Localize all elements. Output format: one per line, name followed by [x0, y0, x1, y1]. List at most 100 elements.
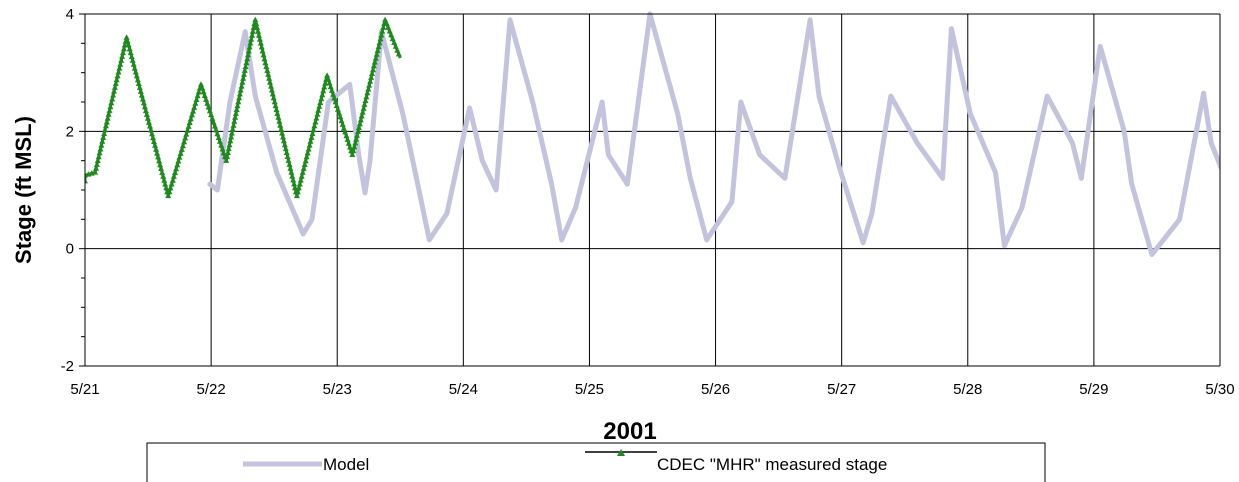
cdec-marker [316, 103, 323, 109]
cdec-marker [333, 102, 340, 108]
cdec-marker [345, 140, 352, 146]
cdec-marker [364, 89, 371, 96]
cdec-marker [249, 28, 256, 34]
cdec-marker [331, 95, 338, 101]
cdec-marker [267, 79, 273, 85]
cdec-marker [128, 53, 135, 59]
cdec-marker [158, 165, 165, 171]
cdec-marker [376, 39, 383, 46]
cdec-marker [321, 84, 328, 90]
cdec-marker [372, 55, 379, 61]
axes [79, 13, 1221, 367]
cdec-marker [144, 115, 151, 121]
cdec-marker [102, 122, 109, 129]
cdec-marker [334, 106, 341, 112]
cdec-marker [182, 135, 189, 141]
cdec-marker [340, 125, 347, 131]
cdec-marker [262, 59, 269, 66]
cdec-marker [115, 69, 122, 75]
cdec-marker [92, 169, 99, 175]
x-tick-label: 5/23 [323, 381, 352, 398]
cdec-marker [236, 91, 243, 97]
cdec-marker [162, 181, 169, 187]
cdec-marker [336, 110, 343, 116]
cdec-marker [268, 87, 275, 93]
cdec-marker [295, 184, 302, 191]
x-tick-label: 5/29 [1079, 381, 1108, 398]
cdec-marker [268, 83, 274, 89]
cdec-marker [93, 165, 99, 171]
cdec-marker [247, 40, 254, 46]
cdec-marker [290, 177, 297, 183]
cdec-marker [337, 113, 344, 120]
cdec-marker [160, 173, 167, 179]
cdec-marker [302, 157, 309, 164]
cdec-marker [292, 184, 298, 191]
cdec-marker [208, 111, 215, 118]
cdec-marker [281, 141, 288, 148]
cdec-marker [362, 97, 369, 103]
cdec-marker [99, 138, 106, 144]
x-tick-label: 5/26 [701, 381, 730, 398]
y-tick-label: 2 [66, 123, 74, 140]
cdec-marker [223, 157, 230, 163]
cdec-marker [241, 71, 247, 77]
cdec-marker [169, 177, 176, 183]
cdec-marker [234, 102, 241, 109]
cdec-marker [106, 107, 113, 113]
cdec-marker [228, 134, 235, 140]
cdec-marker [150, 134, 156, 141]
cdec-marker [236, 94, 243, 101]
cdec-marker [361, 101, 368, 107]
plot-area [85, 14, 1220, 366]
cdec-marker [349, 151, 356, 157]
cdec-marker [339, 121, 346, 127]
cdec-marker [224, 153, 231, 159]
legend-cdec-label: CDEC "MHR" measured stage [657, 455, 887, 474]
cdec-marker [328, 87, 335, 93]
cdec-marker [119, 53, 126, 59]
cdec-marker [287, 165, 294, 171]
cdec-marker [165, 192, 172, 199]
cdec-marker [142, 107, 149, 114]
cdec-marker [97, 146, 104, 152]
cdec-marker [270, 94, 277, 101]
cdec-marker [121, 42, 128, 48]
cdec-marker [343, 132, 350, 139]
cdec-marker [137, 88, 144, 94]
cdec-marker [242, 63, 249, 69]
cdec-marker [232, 110, 239, 116]
x-axis-label: 2001 [603, 418, 656, 445]
cdec-marker [315, 107, 322, 113]
cdec-marker [380, 24, 387, 30]
cdec-marker [191, 104, 198, 110]
cdec-marker [151, 138, 157, 144]
cdec-marker [245, 51, 251, 58]
x-tick-label: 5/28 [953, 381, 982, 398]
cdec-marker [141, 103, 148, 110]
cdec-marker [124, 38, 131, 44]
cdec-marker [170, 173, 177, 179]
y-tick-label: 0 [66, 241, 74, 258]
cdec-marker [240, 75, 247, 81]
cdec-marker [309, 130, 316, 136]
cdec-marker [220, 149, 227, 156]
cdec-marker [359, 109, 366, 115]
cdec-marker [377, 35, 384, 42]
cdec-marker [304, 150, 311, 156]
cdec-marker [126, 45, 133, 52]
cdec-marker [330, 91, 337, 97]
cdec-marker [261, 55, 268, 62]
cdec-marker [278, 126, 285, 132]
cdec-marker [260, 51, 267, 58]
cdec-marker [368, 74, 375, 80]
cdec-marker [319, 91, 326, 98]
cdec-marker [228, 130, 235, 136]
cdec-marker [172, 169, 178, 175]
cdec-marker [294, 188, 301, 195]
cdec-marker [274, 110, 281, 116]
cdec-marker [104, 115, 111, 121]
x-tick-label: 5/21 [70, 381, 99, 398]
cdec-marker [224, 149, 231, 155]
cdec-marker [366, 82, 373, 88]
